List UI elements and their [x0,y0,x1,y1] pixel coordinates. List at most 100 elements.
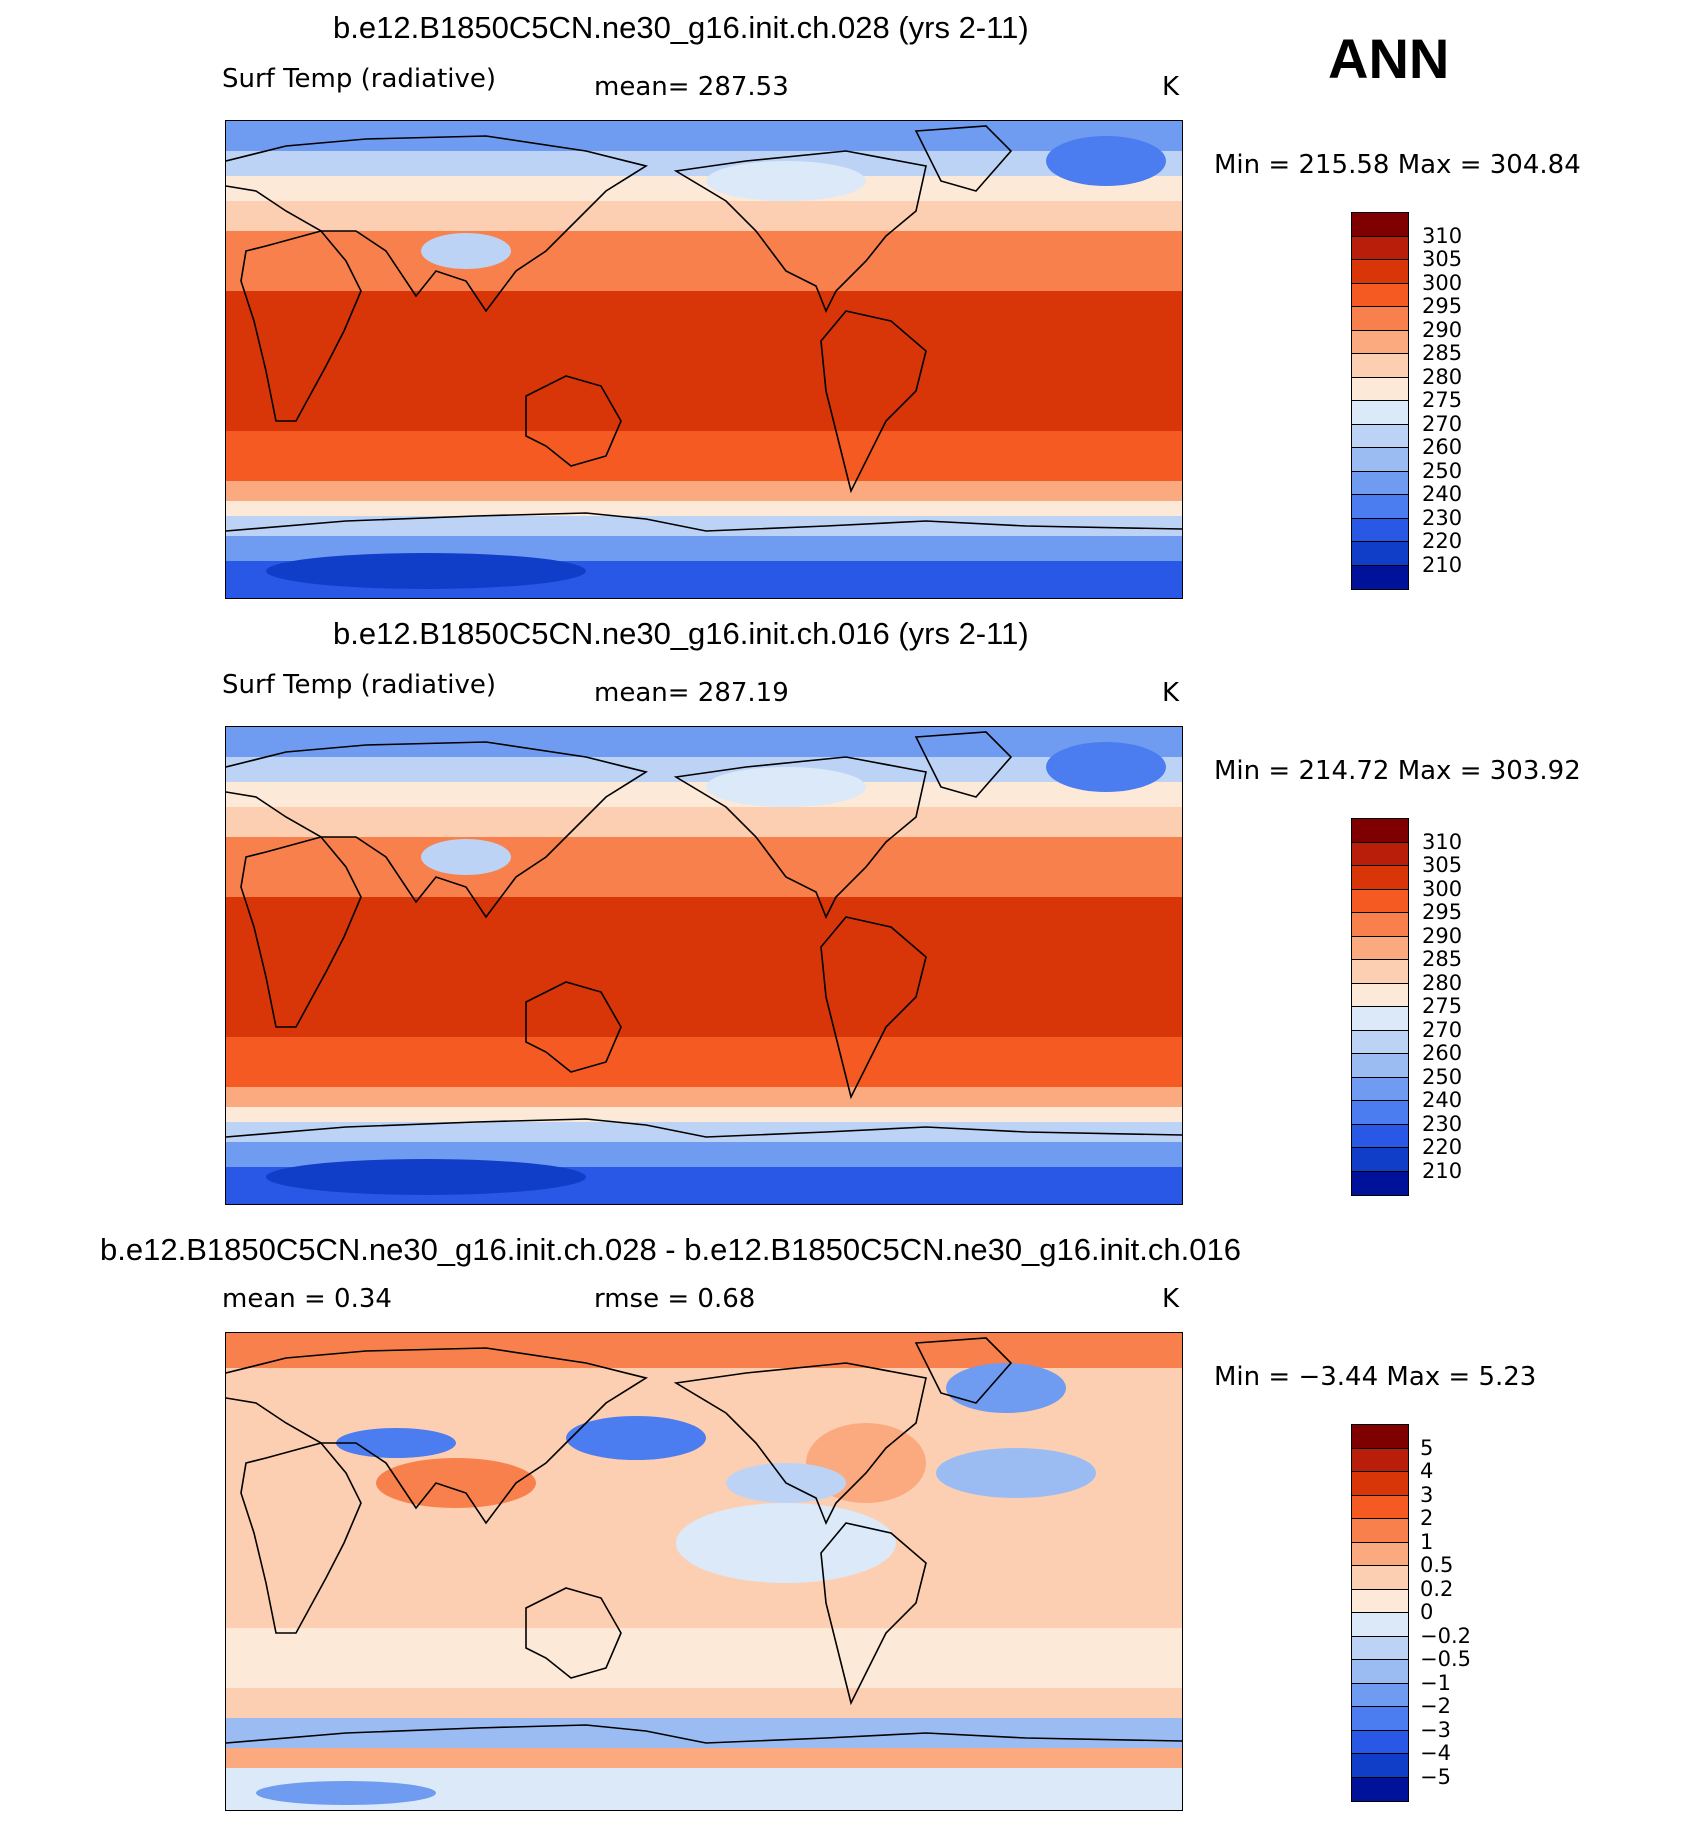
colorbar-swatch [1352,1754,1408,1778]
colorbar-swatch [1352,1777,1408,1801]
colorbar-swatch [1352,1636,1408,1660]
field-band [226,1107,1182,1122]
panel3-map [225,1332,1183,1811]
colorbar-swatch [1352,307,1408,331]
field-band [226,431,1182,481]
coastline [820,310,927,494]
colorbar-swatch [1352,1542,1408,1566]
colorbar-swatch [1352,819,1408,843]
field-band [226,1718,1182,1748]
colorbar-tick-label: 270 [1422,411,1463,436]
coastline [673,756,927,919]
coastline [673,1362,927,1525]
colorbar-swatch [1352,565,1408,589]
colorbar-swatch [1352,842,1408,866]
panel1-colorbar [1351,212,1409,590]
panel3-title: b.e12.B1850C5CN.ne30_g16.init.ch.028 - b… [100,1232,1241,1267]
colorbar-tick-label: 260 [1422,435,1463,459]
colorbar-tick-label: 275 [1422,388,1463,412]
colorbar-swatch [1352,1519,1408,1543]
colorbar-tick-label: −3 [1420,1717,1451,1742]
colorbar-swatch [1352,983,1408,1007]
colorbar-swatch [1352,354,1408,378]
colorbar-swatch [1352,1495,1408,1519]
colorbar-swatch [1352,401,1408,425]
coastline [914,125,1013,192]
colorbar-tick-label: 310 [1422,829,1463,854]
field-band [226,201,1182,231]
field-anomaly [421,839,511,875]
panel1-map [225,120,1183,599]
colorbar-swatch [1352,518,1408,542]
colorbar-tick-label: 305 [1422,853,1463,877]
colorbar-swatch [1352,1101,1408,1125]
field-band [226,121,1182,151]
colorbar-swatch [1352,260,1408,284]
colorbar-tick-label: −2 [1420,1694,1451,1718]
field-band [226,516,1182,536]
colorbar-tick-label: −4 [1420,1741,1451,1765]
panel2-map [225,726,1183,1205]
colorbar-tick-label: 290 [1422,923,1463,948]
colorbar-tick-label: −5 [1420,1764,1451,1789]
coastline [226,1724,1182,1744]
colorbar-tick-label: 295 [1422,294,1463,318]
colorbar-tick-label: 0.5 [1420,1553,1454,1577]
colorbar-tick-label: 295 [1422,900,1463,924]
colorbar-tick-label: 1 [1420,1529,1434,1554]
field-anomaly [706,161,866,201]
coastline [525,981,622,1073]
colorbar-swatch [1352,1448,1408,1472]
colorbar-swatch [1352,1425,1408,1449]
field-band [226,291,1182,431]
colorbar-tick-label: 210 [1422,552,1463,577]
colorbar-swatch [1352,1171,1408,1195]
coastline [914,1337,1013,1404]
coastline [525,1587,622,1679]
field-anomaly [1046,742,1166,792]
colorbar-tick-label: −0.2 [1420,1623,1471,1648]
colorbar-tick-label: 280 [1422,970,1463,995]
panel2-mean: mean= 287.19 [594,678,789,708]
field-band [226,1748,1182,1768]
panel1-units: K [1162,72,1180,102]
field-band [226,481,1182,501]
colorbar-swatch [1352,1007,1408,1031]
panel3-range: Min = −3.44 Max = 5.23 [1214,1362,1537,1392]
field-anomaly [421,233,511,269]
field-anomaly [1046,136,1166,186]
field-anomaly [706,767,866,807]
colorbar-tick-label: 250 [1422,1064,1463,1089]
colorbar-swatch [1352,213,1408,237]
field-band [226,1037,1182,1087]
panel1-range: Min = 215.58 Max = 304.84 [1214,150,1581,180]
field-anomaly [376,1458,536,1508]
colorbar-tick-label: −1 [1420,1670,1451,1695]
coastline [525,375,622,467]
field-band [226,897,1182,1037]
colorbar-tick-label: 270 [1422,1017,1463,1042]
colorbar-swatch [1352,377,1408,401]
colorbar-tick-label: 220 [1422,1135,1463,1159]
field-anomaly [256,1781,436,1805]
field-band [226,151,1182,176]
colorbar-swatch [1352,960,1408,984]
colorbar-tick-label: 275 [1422,994,1463,1018]
colorbar-tick-label: 310 [1422,223,1463,248]
colorbar-swatch [1352,448,1408,472]
coastline [673,150,927,313]
colorbar-tick-label: 220 [1422,529,1463,553]
field-band [226,501,1182,516]
panel3-map-svg [226,1333,1182,1810]
coastline [240,1442,362,1634]
field-anomaly [946,1363,1066,1413]
panel3-colorbar [1351,1424,1409,1802]
colorbar-swatch [1352,1077,1408,1101]
field-band [226,1122,1182,1142]
colorbar-tick-label: 240 [1422,1088,1463,1112]
coastline [914,731,1013,798]
colorbar-tick-label: −0.5 [1420,1647,1471,1671]
field-anomaly [936,1448,1096,1498]
colorbar-swatch [1352,1054,1408,1078]
coastline [240,230,362,422]
